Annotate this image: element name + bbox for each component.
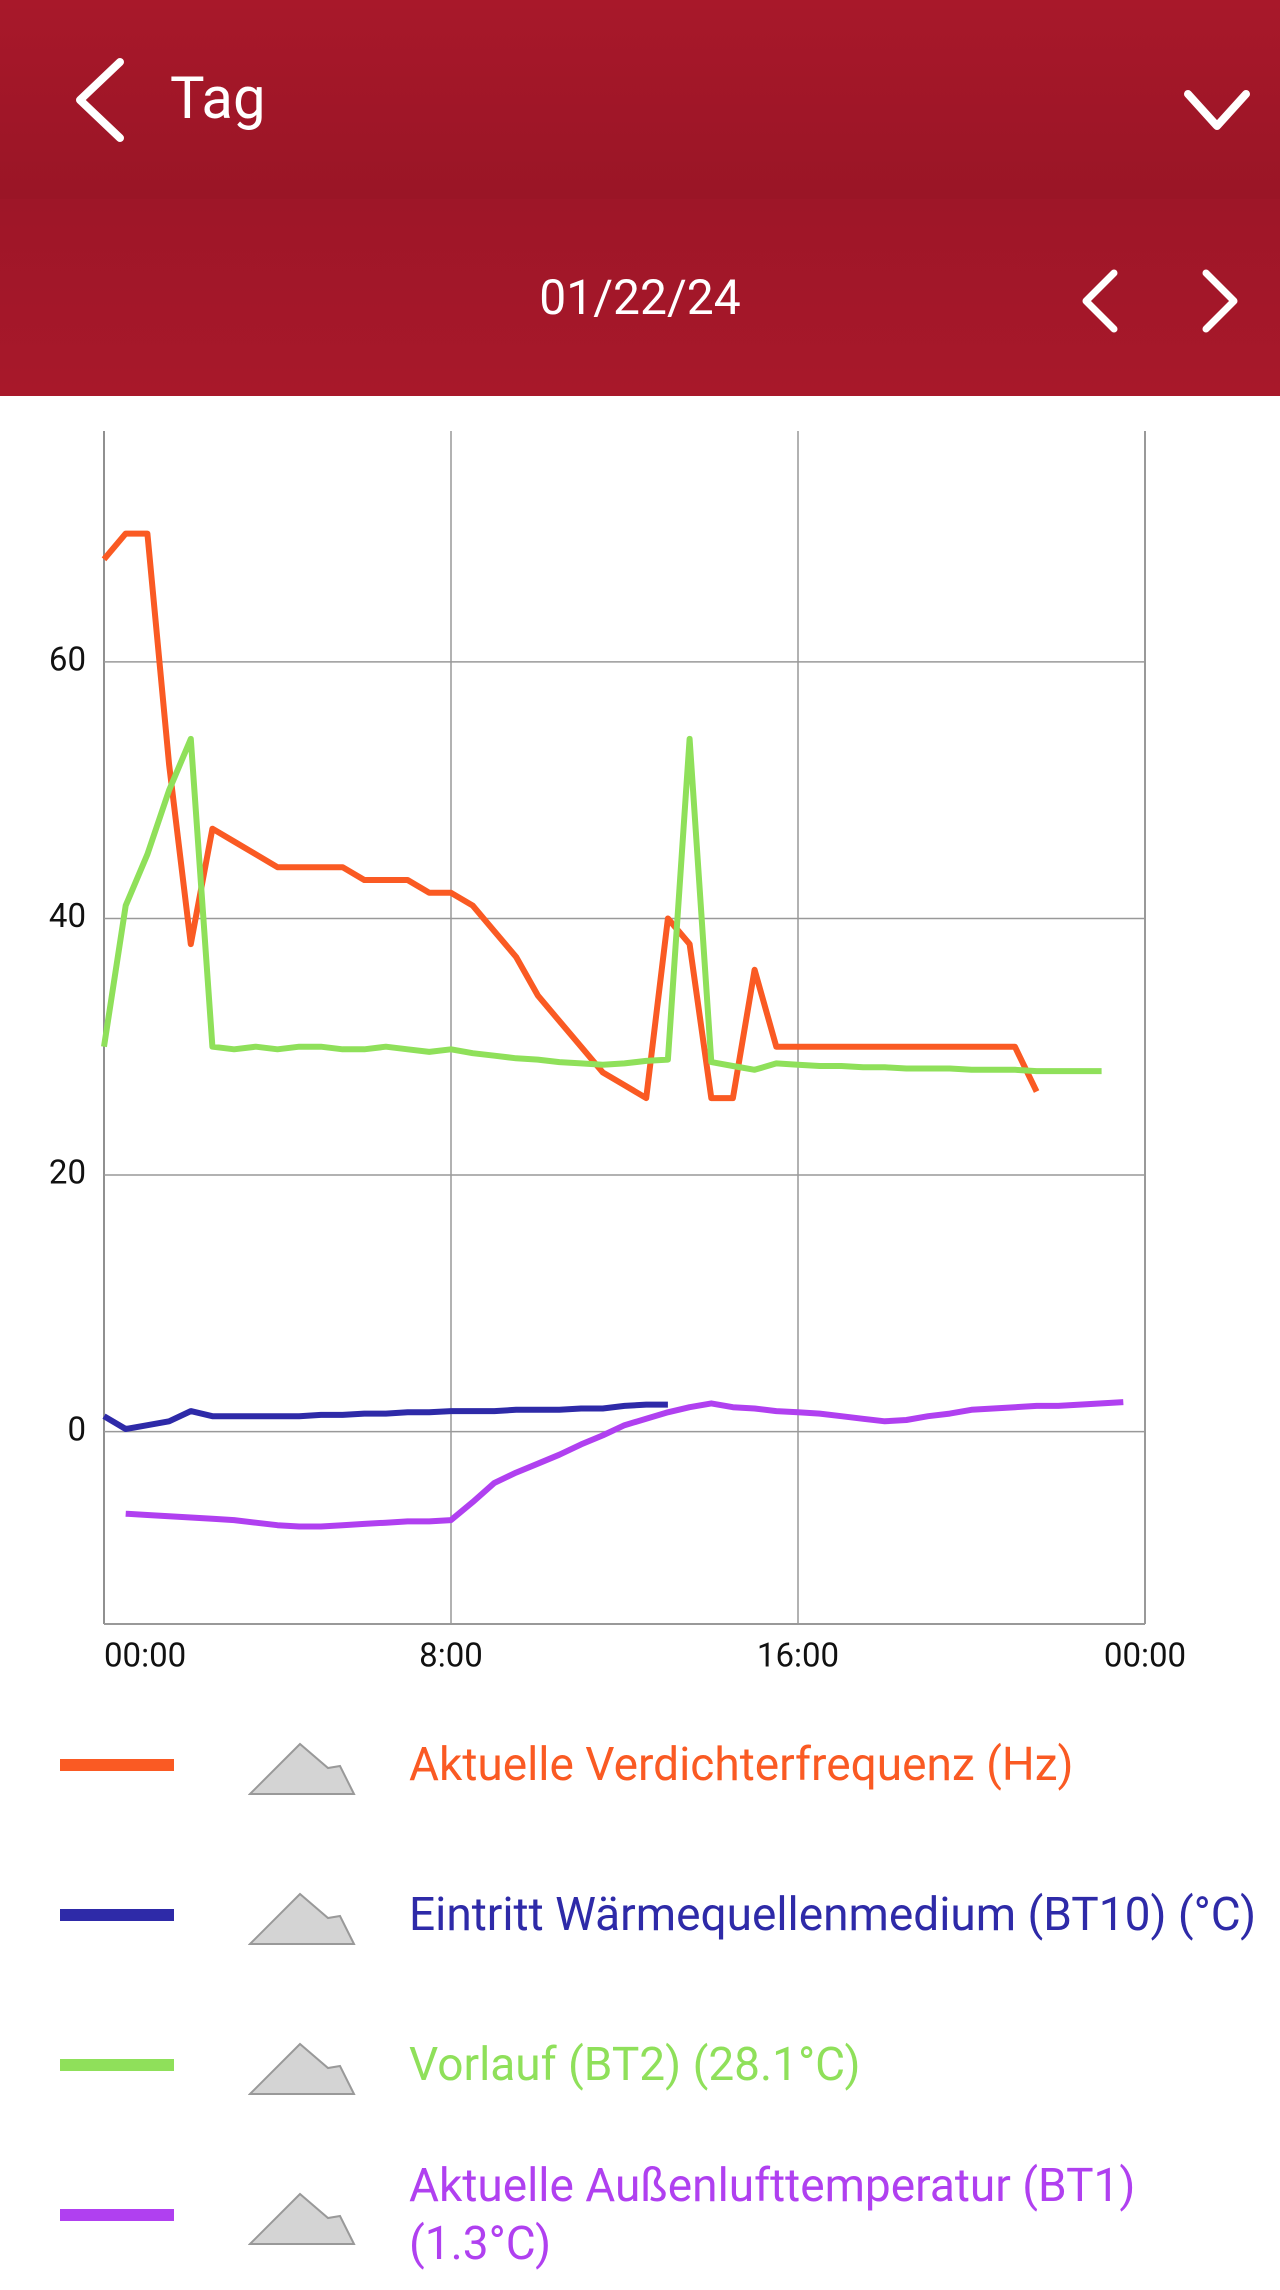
series-line: [101, 735, 1102, 1075]
app-bar: Tag: [0, 0, 1280, 199]
legend-label: Eintritt Wärmequellenmedium (BT10) (°C): [409, 1888, 1257, 1942]
dropdown-button[interactable]: [1182, 88, 1252, 134]
date-bar: [0, 199, 1280, 396]
y-tick-label: 40: [49, 897, 86, 936]
area-toggle-icon[interactable]: [248, 1740, 358, 1796]
legend-item[interactable]: Aktuelle Außenlufttemperatur (BT1) (1.3°…: [0, 2140, 1280, 2290]
x-tick-label: 8:00: [419, 1637, 483, 1676]
area-icon-shape: [248, 2042, 356, 2095]
y-tick-label: 20: [49, 1154, 86, 1193]
area-icon-shape: [248, 1892, 356, 1945]
legend: Aktuelle Verdichterfrequenz (Hz) Eintritt…: [0, 1690, 1280, 2290]
chart: 0 20 40 60 00:00 8:00 16:00 00:00: [49, 431, 1186, 1676]
area-toggle-icon[interactable]: [248, 1890, 358, 1946]
x-tick-label: 16:00: [757, 1637, 839, 1676]
x-tick-label: 00:00: [1104, 1637, 1186, 1676]
area-icon-shape: [248, 2192, 356, 2245]
area-icon-shape: [248, 1742, 356, 1795]
x-tick-label: 00:00: [104, 1637, 186, 1676]
series-line: [102, 1401, 668, 1432]
y-tick-label: 60: [49, 641, 86, 680]
legend-swatch: [60, 1909, 174, 1921]
legend-label: Vorlauf (BT2) (28.1°C): [409, 2038, 861, 2092]
area-toggle-icon[interactable]: [248, 2040, 358, 2096]
legend-label: Aktuelle Verdichterfrequenz (Hz): [409, 1738, 1074, 1792]
area-toggle-icon[interactable]: [248, 2190, 358, 2246]
legend-swatch: [60, 1759, 174, 1771]
y-tick-label: 0: [67, 1410, 86, 1449]
series-line: [101, 530, 1040, 1102]
legend-item[interactable]: Aktuelle Verdichterfrequenz (Hz): [0, 1690, 1280, 1840]
next-day-button[interactable]: [1198, 269, 1242, 333]
legend-item[interactable]: Eintritt Wärmequellenmedium (BT10) (°C): [0, 1840, 1280, 1990]
back-button[interactable]: [70, 58, 130, 142]
legend-item[interactable]: Vorlauf (BT2) (28.1°C): [0, 1990, 1280, 2140]
series-line: [125, 1399, 1124, 1530]
legend-swatch: [60, 2209, 174, 2221]
date-label: 01/22/24: [539, 269, 741, 326]
previous-day-button[interactable]: [1078, 269, 1122, 333]
legend-swatch: [60, 2059, 174, 2071]
page-title: Tag: [170, 65, 266, 133]
legend-label: Aktuelle Außenlufttemperatur (BT1) (1.3°…: [409, 2159, 1136, 2271]
